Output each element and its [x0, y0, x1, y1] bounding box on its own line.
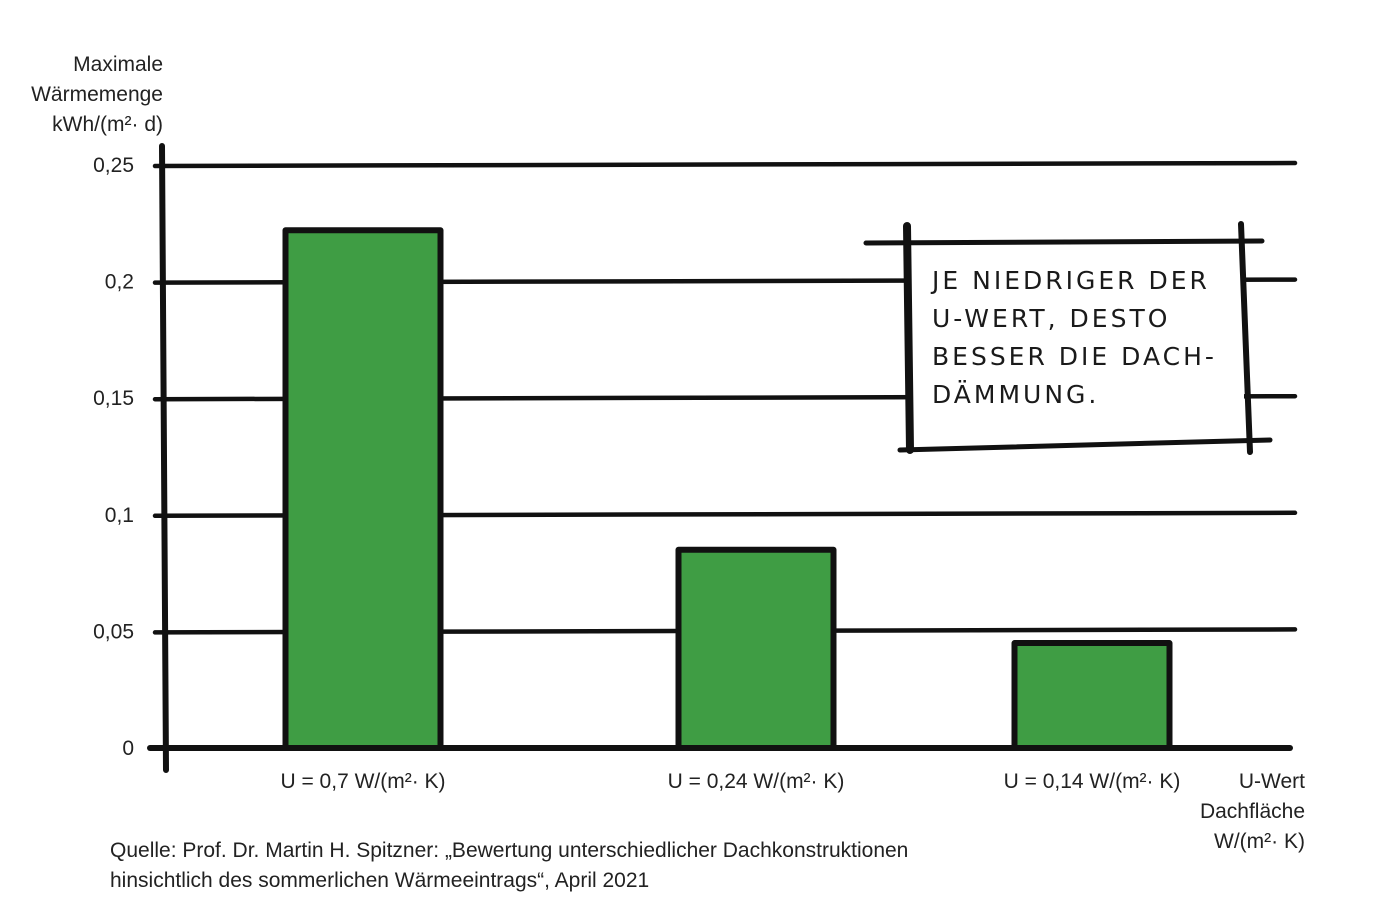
y-tick-labels: 0 0,05 0,1 0,15 0,2 0,25 [93, 154, 134, 760]
y-axis-title-line: kWh/(m²· d) [52, 113, 163, 136]
axes [147, 143, 1293, 773]
annotation-line: BESSER DIE DACH- [932, 342, 1217, 371]
bar [282, 227, 444, 751]
y-tick-label: 0,25 [93, 154, 134, 177]
x-tick-label: U = 0,14 W/(m²· K) [1004, 770, 1181, 793]
annotation-box [863, 221, 1273, 455]
source-note: Quelle: Prof. Dr. Martin H. Spitzner: „B… [110, 836, 908, 896]
y-tick-label: 0 [122, 737, 134, 760]
annotation-box-right [1238, 221, 1253, 455]
annotation-box-top [863, 238, 1265, 246]
y-axis-title: Maximale Wärmemenge kWh/(m²· d) [31, 50, 163, 140]
x-axis-title-line: Dachfläche [1199, 800, 1305, 823]
y-axis-title-line: Maximale [73, 53, 163, 76]
bars [282, 227, 1173, 752]
source-line: hinsichtlich des sommerlichen Wärmeeintr… [110, 869, 650, 892]
x-axis-title-line: U-Wert [1238, 770, 1305, 793]
y-tick-label: 0,1 [105, 504, 134, 527]
x-category-labels: U = 0,7 W/(m²· K) U = 0,24 W/(m²· K) U = 0… [280, 770, 1180, 793]
annotation-box-fill [906, 242, 1244, 449]
gridline [152, 160, 1298, 169]
annotation-line: JE NIEDRIGER DER [932, 266, 1210, 295]
annotation-box-left [903, 222, 914, 454]
bar [1011, 640, 1173, 751]
x-axis-title: U-Wert Dachfläche W/(m²· K) [1200, 767, 1305, 857]
annotation-line: DÄMMUNG. [932, 380, 1100, 409]
source-line: Quelle: Prof. Dr. Martin H. Spitzner: „B… [110, 839, 909, 862]
y-axis [159, 143, 169, 773]
x-tick-label: U = 0,24 W/(m²· K) [668, 770, 845, 793]
annotation-text: JE NIEDRIGER DER U-WERT, DESTO BESSER DI… [932, 262, 1232, 414]
x-axis-title-line: W/(m²· K) [1214, 830, 1305, 853]
y-tick-label: 0,2 [105, 271, 134, 294]
annotation-line: U-WERT, DESTO [932, 304, 1171, 333]
bar [675, 546, 837, 752]
y-axis-title-line: Wärmemenge [31, 83, 163, 106]
y-tick-label: 0,15 [93, 387, 134, 410]
x-tick-label: U = 0,7 W/(m²· K) [280, 770, 445, 793]
annotation-box-bottom [897, 437, 1273, 453]
y-tick-label: 0,05 [93, 620, 134, 643]
